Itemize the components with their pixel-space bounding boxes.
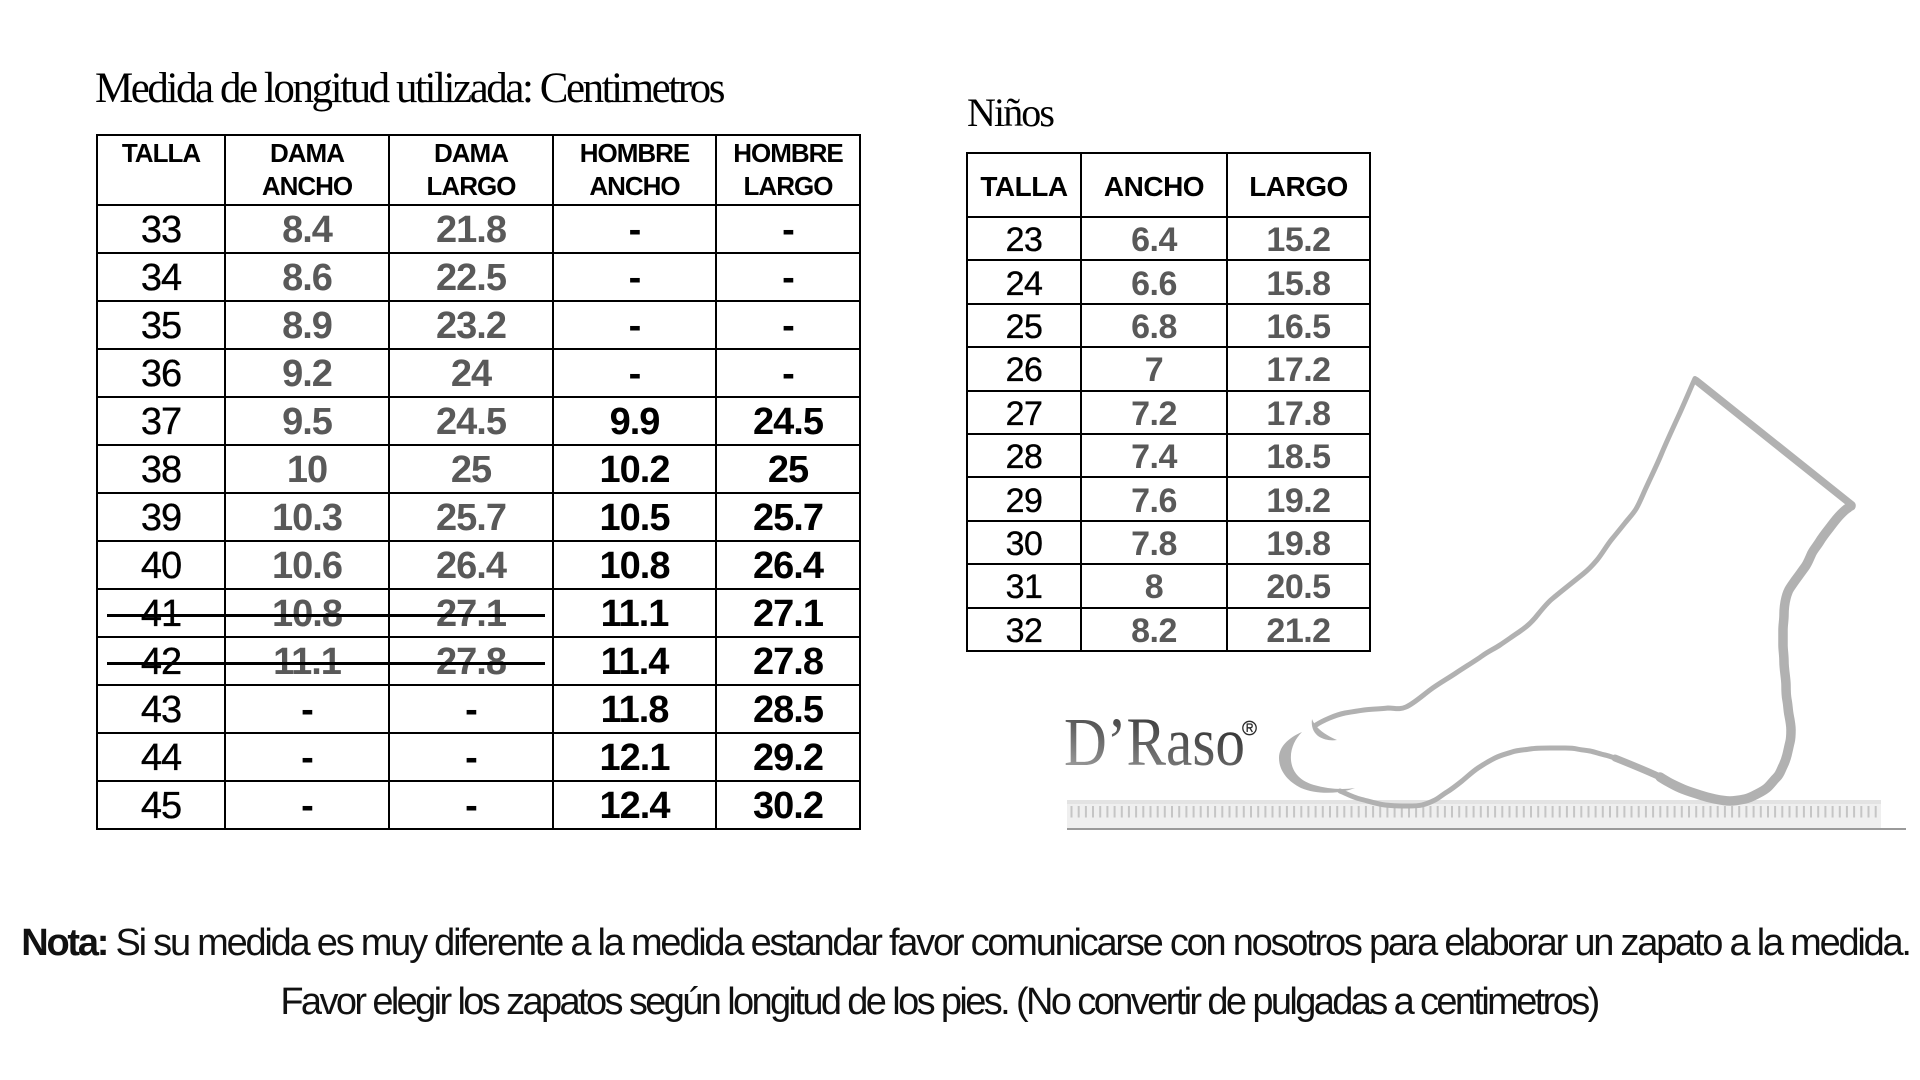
svg-text:D’Raso: D’Raso	[1064, 704, 1245, 780]
